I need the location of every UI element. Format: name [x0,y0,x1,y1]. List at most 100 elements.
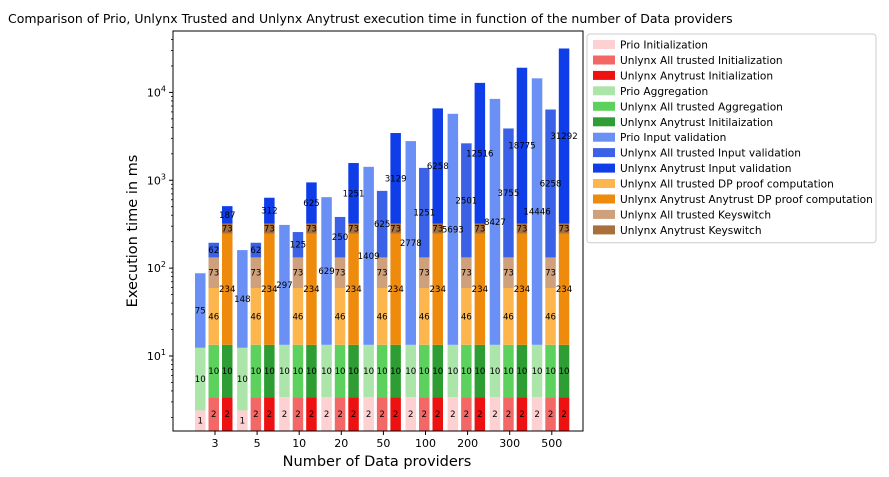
segment-value-label: 46 [377,312,388,322]
segment-value-label: 2 [450,410,455,420]
x-tick-label: 20 [334,437,348,450]
y-tick-label: 102 [147,260,166,275]
legend-swatch [593,148,615,158]
bar-segment [334,288,346,345]
bar-segment [237,410,248,431]
x-tick-label: 3 [212,437,219,450]
segment-value-label: 10 [419,367,430,377]
bar-segment [558,48,570,224]
bar-segment [461,143,472,258]
legend-swatch [593,132,615,142]
segment-value-label: 73 [545,269,556,279]
bar-segment [516,223,528,234]
bar-segment [250,397,262,431]
segment-value-label: 2 [295,410,300,420]
legend-swatch [593,70,615,80]
bar-segment [390,133,401,224]
bar-segment [432,233,443,345]
segment-value-label: 625 [303,199,319,209]
bar-segment [222,206,233,224]
legend-swatch [593,117,615,127]
segment-value-label: 2 [408,410,413,420]
bar-segment [419,344,430,398]
bar-segment [405,344,416,398]
bar-segment [503,288,514,345]
segment-value-label: 10 [447,367,458,377]
bar-segment [461,257,472,288]
bar-segment [447,113,459,345]
bar-segment [432,397,443,431]
bar-segment [306,182,317,224]
segment-value-label: 73 [503,269,514,279]
segment-value-label: 10 [461,367,472,377]
segment-value-label: 312 [261,207,277,217]
bar-segment [432,344,443,398]
bar-segment [306,344,317,398]
legend-box [586,33,877,244]
segment-value-label: 10 [292,367,303,377]
legend-label: Unlynx Anytrust Initilaization [620,117,773,129]
segment-value-label: 2 [393,410,398,420]
segment-value-label: 46 [461,312,472,322]
bar-segment [503,344,514,398]
x-tick-label: 300 [499,437,520,450]
segment-value-label: 10 [377,367,388,377]
legend-label: Prio Input validation [620,132,726,144]
segment-value-label: 73 [222,225,233,235]
legend-label: Unlynx All trusted Initialization [620,55,783,67]
bar-segment [376,344,388,398]
bar-segment [558,344,570,398]
segment-value-label: 2 [309,410,314,420]
segment-labels: 1107521046736221023473187110148210467362… [195,132,578,427]
chart-title: Comparison of Prio, Unlynx Trusted and U… [8,11,733,26]
segment-value-label: 2 [211,410,216,420]
bar-segment [545,288,556,345]
bar-segment [334,397,346,431]
legend-swatch [593,86,615,96]
segment-value-label: 2 [519,410,524,420]
segment-value-label: 234 [514,285,530,295]
bar-segment [363,166,374,345]
segment-value-label: 10 [489,367,500,377]
segment-value-label: 1 [198,417,203,427]
bar-segment [558,233,570,345]
bar-segment [545,109,556,258]
bar-segment [348,397,359,431]
x-tick-label: 10 [292,437,306,450]
segment-value-label: 8427 [484,218,506,228]
x-tick-label: 500 [541,437,562,450]
segment-value-label: 46 [419,312,430,322]
segment-value-label: 10 [432,367,443,377]
bar-segment [390,397,401,431]
bar-segment [222,344,233,398]
bar-segment [279,397,290,431]
segment-value-label: 2 [422,410,427,420]
bar-segment [250,242,262,258]
bar-segment [306,223,317,234]
bar-segment [531,397,543,431]
segment-value-label: 297 [276,281,292,291]
segment-value-label: 75 [195,307,206,317]
bar-segment [321,344,332,398]
segment-value-label: 14446 [523,208,550,218]
segment-value-label: 10 [208,367,219,377]
legend-label: Unlynx All trusted DP proof computation [620,179,834,191]
bar-segment [208,344,219,398]
legend-label: Prio Initialization [620,40,708,52]
segment-value-label: 46 [208,312,219,322]
segment-value-label: 234 [345,285,361,295]
bar-segment [292,232,304,258]
bar-segment [419,397,430,431]
bar-segment [250,344,262,398]
bar-segment [264,197,275,224]
segment-value-label: 73 [306,225,317,235]
segment-value-label: 73 [348,225,359,235]
y-tick-label: 104 [147,84,166,99]
segment-value-label: 2 [366,410,371,420]
segment-value-label: 10 [264,367,275,377]
segment-value-label: 2501 [455,196,477,206]
legend: Prio Initialization Unlynx All trusted In… [586,33,877,244]
legend-label: Prio Aggregation [620,86,708,98]
bar-segment [363,344,374,398]
segment-value-label: 10 [306,367,317,377]
